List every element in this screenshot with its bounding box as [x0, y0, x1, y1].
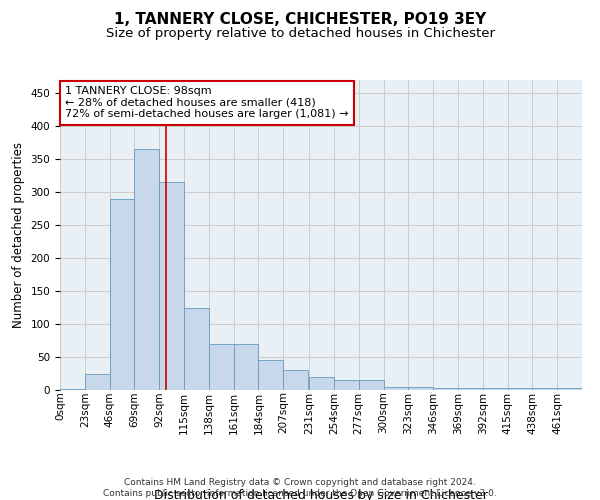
Bar [433, 388, 458, 390]
Bar [233, 344, 259, 390]
X-axis label: Distribution of detached houses by size in Chichester: Distribution of detached houses by size … [154, 489, 488, 500]
Bar [110, 198, 134, 390]
Bar [209, 344, 233, 390]
Text: 1, TANNERY CLOSE, CHICHESTER, PO19 3EY: 1, TANNERY CLOSE, CHICHESTER, PO19 3EY [114, 12, 486, 28]
Bar [259, 360, 283, 390]
Bar [557, 388, 582, 390]
Bar [508, 388, 532, 390]
Bar [383, 386, 409, 390]
Bar [359, 380, 383, 390]
Bar [483, 388, 508, 390]
Text: Size of property relative to detached houses in Chichester: Size of property relative to detached ho… [106, 28, 494, 40]
Bar [85, 374, 110, 390]
Bar [184, 308, 209, 390]
Bar [283, 370, 308, 390]
Bar [134, 150, 159, 390]
Bar [309, 377, 334, 390]
Bar [409, 386, 433, 390]
Bar [334, 380, 359, 390]
Text: 1 TANNERY CLOSE: 98sqm
← 28% of detached houses are smaller (418)
72% of semi-de: 1 TANNERY CLOSE: 98sqm ← 28% of detached… [65, 86, 349, 120]
Bar [532, 388, 557, 390]
Bar [458, 388, 483, 390]
Y-axis label: Number of detached properties: Number of detached properties [12, 142, 25, 328]
Bar [60, 388, 85, 390]
Text: Contains HM Land Registry data © Crown copyright and database right 2024.
Contai: Contains HM Land Registry data © Crown c… [103, 478, 497, 498]
Bar [159, 182, 184, 390]
